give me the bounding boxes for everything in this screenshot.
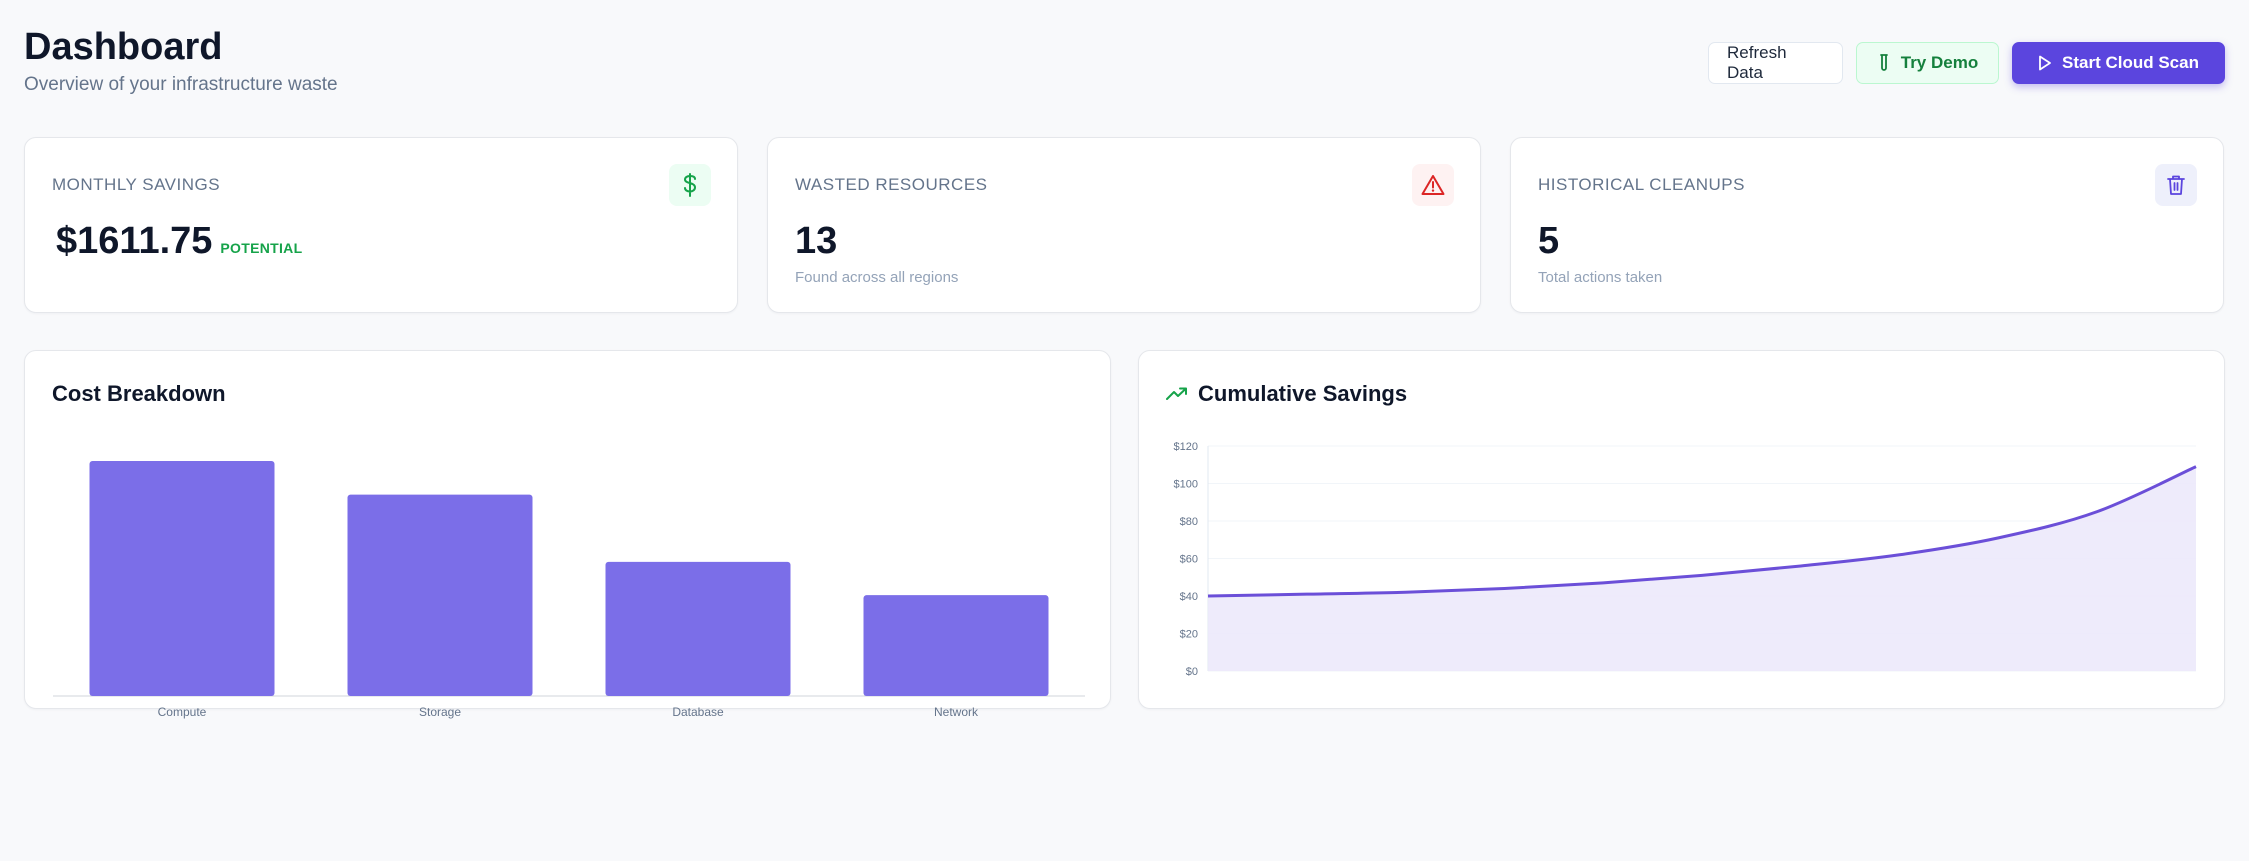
cost-breakdown-chart: Compute Storage Database Network [53,461,1085,719]
monthly-savings-card: MONTHLY SAVINGS $1611.75 POTENTIAL [24,137,738,313]
panel-title: Cost Breakdown [52,381,226,406]
x-tick-label: Network [934,705,979,719]
bar-network [863,595,1049,696]
refresh-data-button[interactable]: Refresh Data [1708,42,1843,84]
historical-cleanups-card: HISTORICAL CLEANUPS 5 Total actions take… [1510,137,2224,313]
page-header: Dashboard Overview of your infrastructur… [24,24,2225,104]
y-tick-label: $40 [1180,591,1198,603]
header-actions: Refresh Data Try Demo Start Cloud Scan [1708,42,2225,84]
stat-label: MONTHLY SAVINGS [52,175,221,194]
try-demo-button[interactable]: Try Demo [1856,42,1999,84]
play-icon [2039,55,2051,71]
bar-storage [347,494,533,696]
monthly-savings-value: $1611.75 [56,220,213,262]
cumulative-savings-panel: Cumulative Savings $0 $20 $40 $60 $80 $100 $12… [1138,350,2225,709]
alert-triangle-icon [1412,164,1454,206]
historical-cleanups-value: 5 [1538,220,1560,262]
cumulative-savings-title: Cumulative Savings [1198,381,1408,406]
x-tick-label: Storage [419,705,461,719]
y-tick-label: $100 [1174,479,1198,491]
dollar-icon [669,164,711,206]
wasted-resources-value: 13 [795,220,838,262]
trash-icon [2155,164,2197,206]
y-tick-label: $0 [1186,666,1198,678]
page-subtitle: Overview of your infrastructure waste [24,74,338,95]
stat-value: $1611.75 POTENTIAL [56,220,302,263]
panel-title: Cumulative Savings [1166,381,1407,407]
wasted-resources-card: WASTED RESOURCES 13 Found across all reg… [767,137,1481,313]
stat-subtext: Found across all regions [795,269,959,286]
series-line [1207,465,2197,598]
x-tick-label: Database [672,705,724,719]
start-cloud-scan-button[interactable]: Start Cloud Scan [2012,42,2225,84]
cost-breakdown-panel: Cost Breakdown Compute Storage Database Net… [24,350,1111,719]
potential-badge: POTENTIAL [220,240,303,256]
y-tick-label: $60 [1180,554,1198,566]
bar-database [605,561,791,696]
bar-compute [89,461,275,696]
y-tick-label: $120 [1174,441,1198,453]
stat-label: HISTORICAL CLEANUPS [1538,175,1745,194]
try-demo-label: Try Demo [1900,53,1979,72]
stat-subtext: Total actions taken [1538,269,1663,286]
page-title: Dashboard [24,26,223,68]
refresh-data-label: Refresh Data [1727,43,1787,82]
area-fill [1208,466,2196,671]
cumulative-savings-chart: $0 $20 $40 $60 $80 $100 $120 [1174,441,2197,678]
start-cloud-scan-label: Start Cloud Scan [2062,53,2199,72]
x-tick-label: Compute [158,705,207,719]
test-tube-icon [1879,54,1888,71]
y-tick-label: $80 [1180,516,1198,528]
trending-up-icon [1166,387,1187,400]
y-tick-label: $20 [1180,629,1198,641]
stat-label: WASTED RESOURCES [795,175,988,194]
